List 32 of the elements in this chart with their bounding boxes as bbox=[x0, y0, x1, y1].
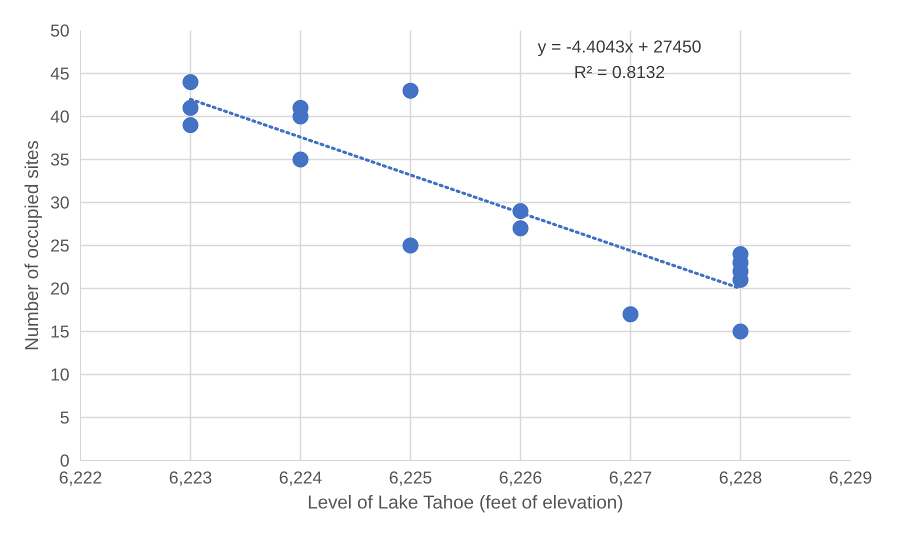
annotation: R² = 0.8132 bbox=[574, 62, 666, 82]
point bbox=[622, 306, 638, 322]
point bbox=[182, 74, 198, 90]
y-tick-label: 40 bbox=[50, 106, 70, 126]
annotation: y = -4.4043x + 27450 bbox=[538, 36, 702, 56]
y-axis-title: Number of occupied sites bbox=[21, 140, 42, 351]
x-tick-label: 6,226 bbox=[498, 468, 542, 488]
point bbox=[402, 238, 418, 254]
point bbox=[182, 100, 198, 116]
point bbox=[402, 82, 418, 99]
point bbox=[512, 220, 528, 236]
x-tick-label: 6,229 bbox=[828, 468, 872, 488]
y-tick-label: 45 bbox=[50, 64, 70, 84]
x-tick-label: 6,228 bbox=[718, 468, 762, 488]
point bbox=[182, 117, 198, 134]
y-tick-label: 25 bbox=[50, 236, 70, 256]
x-tick-label: 6,223 bbox=[168, 468, 212, 488]
x-tick-label: 6,224 bbox=[278, 468, 323, 488]
y-tick-label: 15 bbox=[50, 322, 70, 342]
x-axis-title: Level of Lake Tahoe (feet of elevation) bbox=[307, 492, 624, 512]
y-tick-label: 50 bbox=[50, 20, 70, 40]
y-tick-label: 35 bbox=[50, 150, 70, 170]
point bbox=[292, 152, 308, 168]
y-tick-label: 30 bbox=[50, 192, 70, 212]
x-tick-label: 6,227 bbox=[608, 468, 652, 488]
x-tick-label: 6,225 bbox=[388, 468, 432, 488]
y-tick-label: 20 bbox=[50, 278, 70, 298]
point bbox=[732, 324, 748, 340]
x-tick-label: 6,222 bbox=[58, 468, 102, 488]
y-tick-label: 5 bbox=[60, 408, 70, 428]
y-tick-label: 10 bbox=[50, 364, 70, 384]
y-tick-label: 0 bbox=[60, 450, 70, 470]
